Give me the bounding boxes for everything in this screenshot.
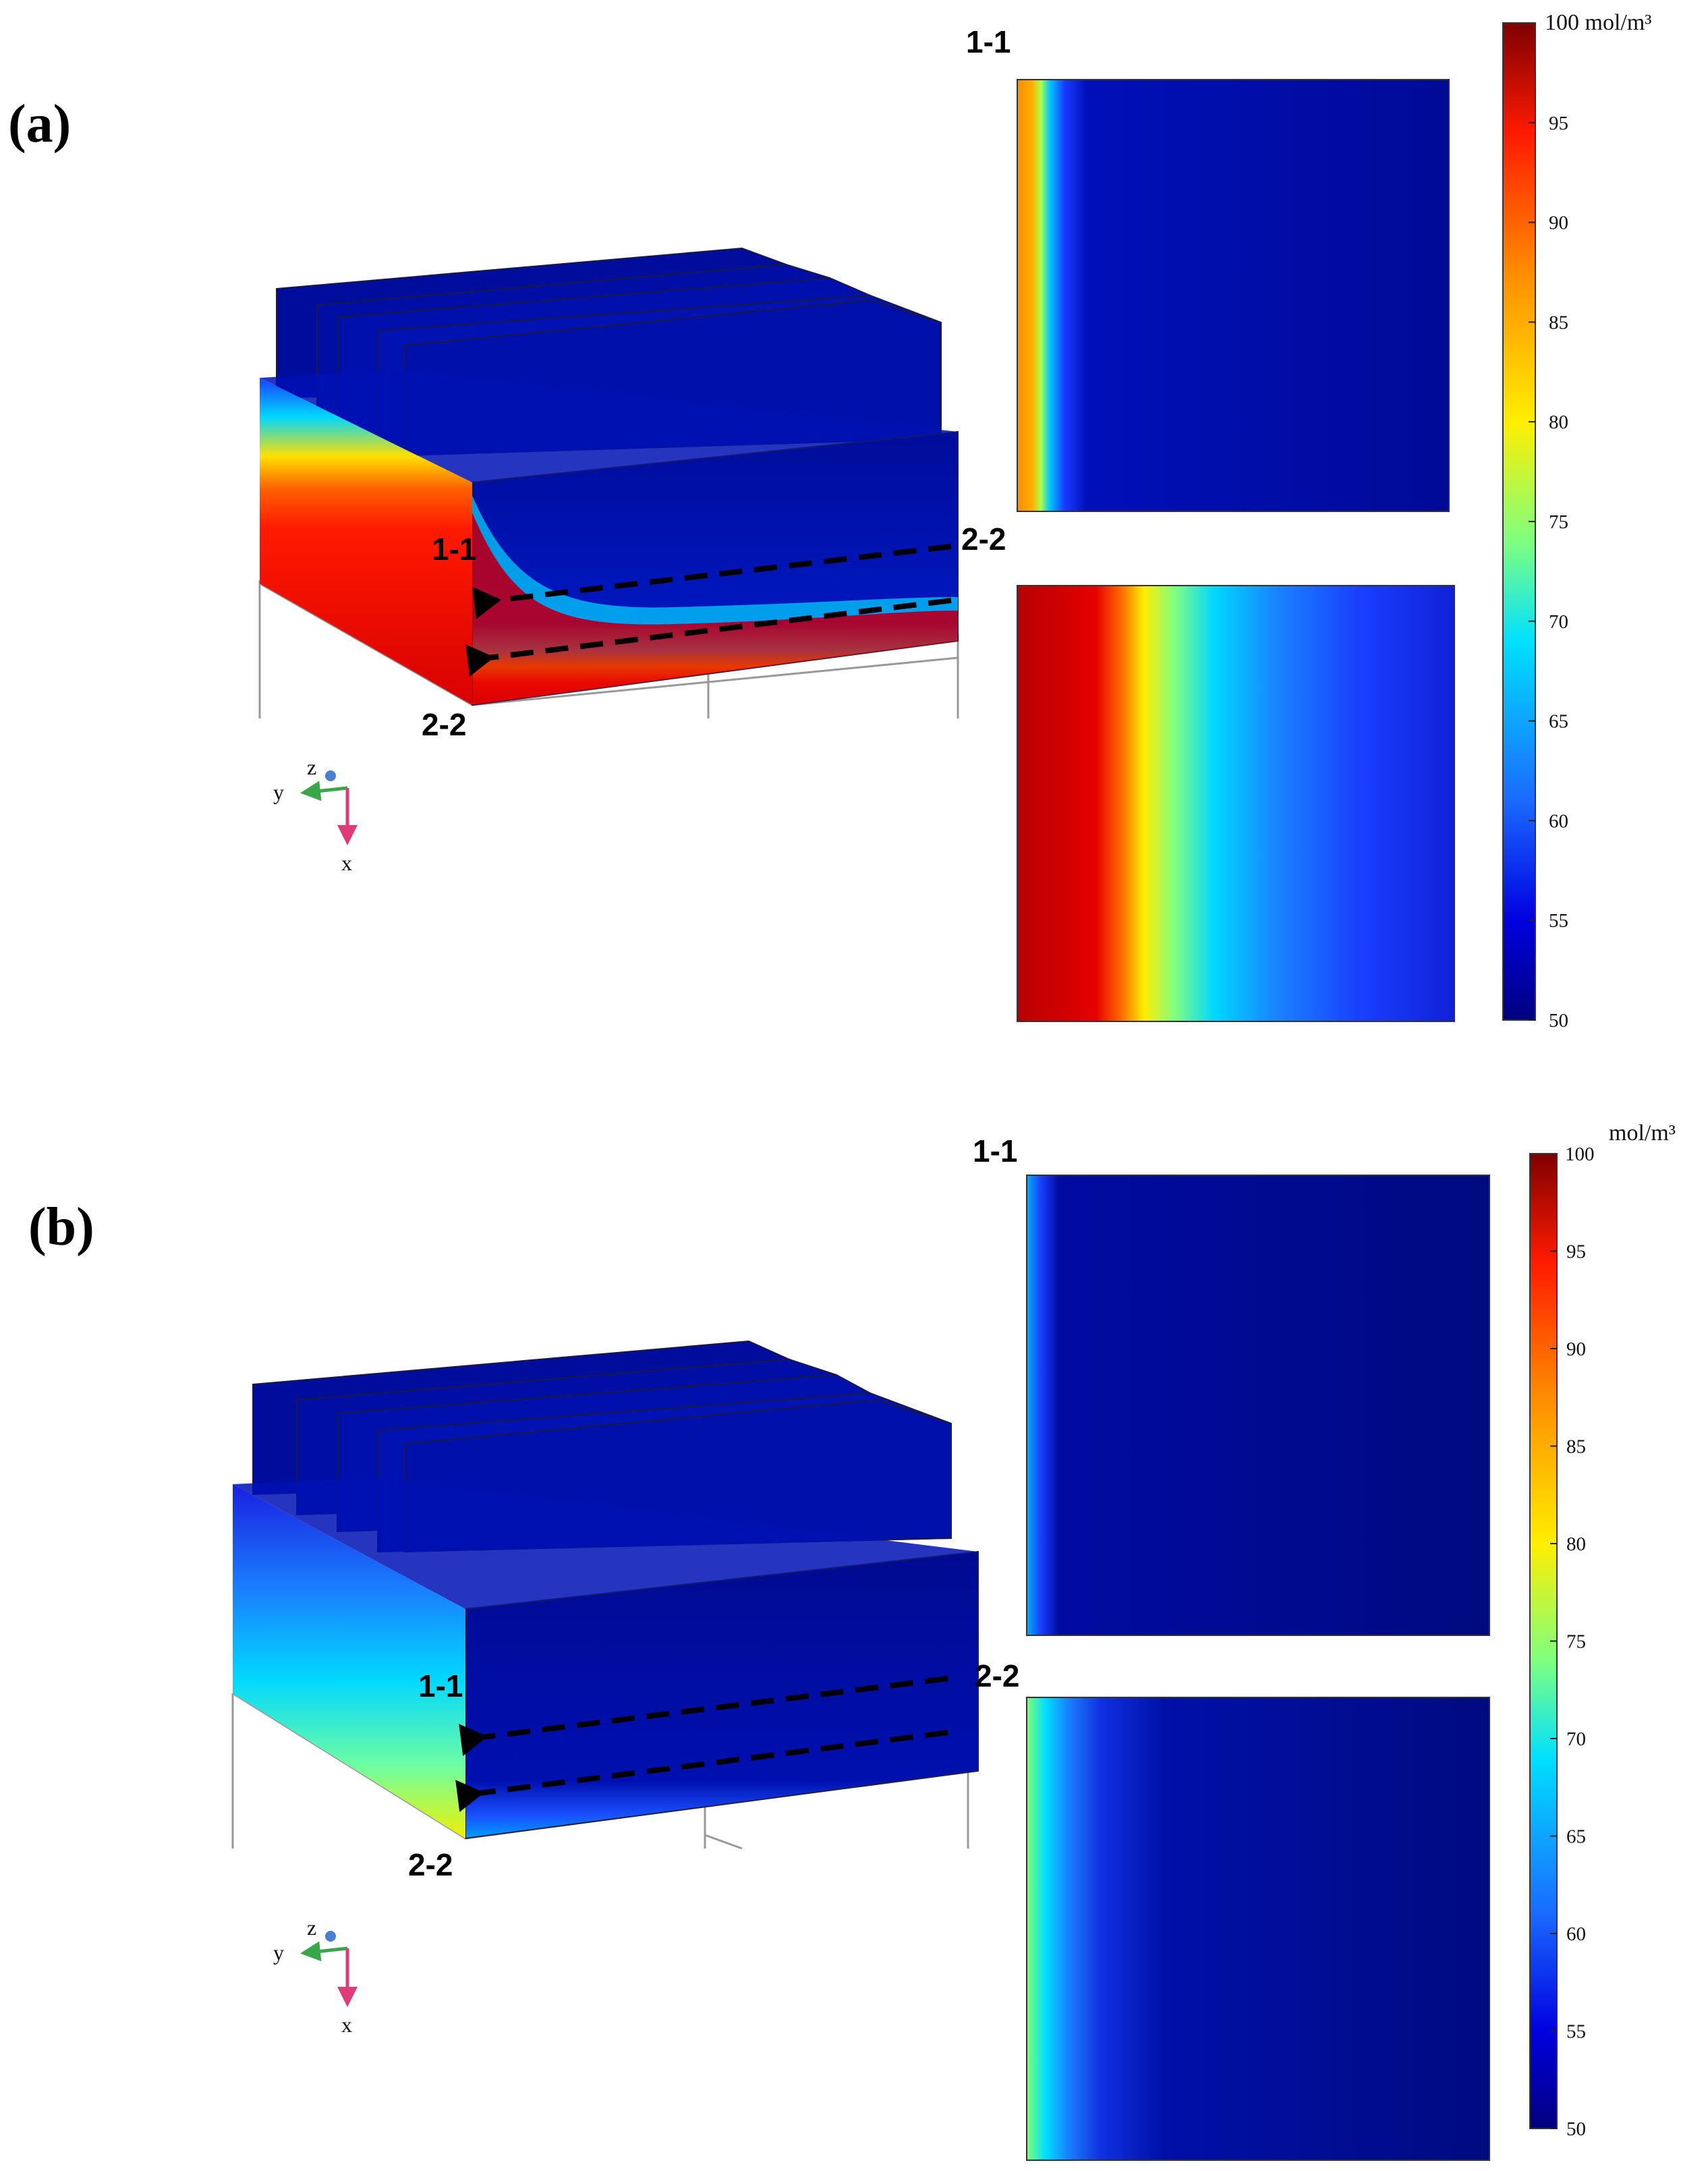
panel-a-colorbar-tick-label: 65 <box>1549 711 1568 733</box>
panel-b-colorbar-tick-label: 55 <box>1566 2021 1586 2043</box>
panel-b-front-face <box>233 1484 465 1838</box>
panel-b-colorbar-tick-label: 90 <box>1566 1338 1586 1360</box>
panel-a: (a) <box>8 10 1651 1032</box>
panel-a-y-axis-label: y <box>273 780 284 804</box>
panel-a-colorbar-top-label: 100 mol/m³ <box>1545 10 1651 35</box>
panel-a-model-label-2-2-bottom: 2-2 <box>422 707 466 742</box>
panel-a-front-face <box>260 378 472 705</box>
panel-b-z-axis-label: z <box>307 1915 316 1940</box>
panel-a-section-1-1-plot <box>1017 79 1450 512</box>
panel-a-colorbar-tick-label: 50 <box>1549 1010 1568 1032</box>
panel-a-section-2-2-plot <box>1017 585 1455 1022</box>
panel-a-section-1-1-title: 1-1 <box>966 24 1010 59</box>
panel-b-colorbar-tick-label: 85 <box>1566 1436 1586 1458</box>
panel-b-model-label-2-2-right: 2-2 <box>975 1658 1019 1693</box>
panel-a-flow-arrow-2-2 <box>465 598 952 677</box>
panel-b-model-label-1-1: 1-1 <box>418 1668 463 1703</box>
panel-a-3d-model: 1-1 2-2 2-2 <box>258 247 1006 742</box>
panel-b-section-1-1-title: 1-1 <box>973 1133 1017 1168</box>
panel-b-3d-model: 1-1 2-2 2-2 <box>231 1340 1019 1882</box>
panel-a-side-cyan-band <box>472 496 958 625</box>
panel-a-flow-arrow-1-1 <box>472 544 952 619</box>
panel-a-side-red-band <box>472 513 958 705</box>
panel-a-model-label-2-2-right: 2-2 <box>961 521 1006 557</box>
panel-b-colorbar-tick-label: 70 <box>1566 1728 1586 1750</box>
panel-a-colorbar-tick-label: 85 <box>1549 312 1568 333</box>
panel-a-colorbar: 100 mol/m³ 95 90 85 80 75 70 65 60 55 50 <box>1502 10 1651 1032</box>
panel-b-colorbar: 100 mol/m³ 95 90 85 80 75 70 65 60 55 50 <box>1529 1121 1676 2140</box>
panel-b-label: (b) <box>28 1197 94 1257</box>
panel-a-label: (a) <box>8 94 71 154</box>
panel-a-colorbar-ticks: 95 90 85 80 75 70 65 60 55 50 <box>1529 113 1568 1032</box>
panel-b-colorbar-tick-label: 50 <box>1566 2118 1586 2140</box>
panel-a-top-blocks <box>276 247 942 457</box>
panel-b-colorbar-top-label: 100 <box>1565 1144 1595 1165</box>
panel-b-flow-arrow-1-1 <box>459 1676 948 1756</box>
panel-b-section-2-2-plot <box>1026 1697 1490 2161</box>
panel-a-colorbar-tick-label: 90 <box>1549 213 1568 234</box>
panel-a-z-axis-dot <box>325 770 336 781</box>
panel-b-y-axis-label: y <box>273 1940 284 1965</box>
panel-a-colorbar-tick-label: 75 <box>1549 511 1568 533</box>
panel-a-colorbar-tick-label: 95 <box>1549 113 1568 134</box>
panel-a-colorbar-tick-label: 70 <box>1549 611 1568 633</box>
panel-a-colorbar-tick-label: 60 <box>1549 810 1568 832</box>
panel-a-colorbar-tick-label: 55 <box>1549 910 1568 932</box>
panel-b-x-axis-label: x <box>341 2012 352 2037</box>
panel-b-flow-arrow-2-2 <box>455 1730 948 1812</box>
panel-a-top-face <box>260 370 958 482</box>
panel-b-z-axis-dot <box>325 1931 336 1942</box>
panel-b-colorbar-tick-label: 65 <box>1566 1826 1586 1848</box>
panel-a-axes-triad: z y x <box>273 755 358 875</box>
panel-b-colorbar-tick-label: 60 <box>1566 1923 1586 1945</box>
panel-b: (b) 1-1 2-2 <box>28 1121 1676 2161</box>
panel-b-model-label-2-2-bottom: 2-2 <box>408 1847 453 1882</box>
panel-a-x-axis-label: x <box>341 851 352 875</box>
panel-b-colorbar-tick-label: 95 <box>1566 1241 1586 1263</box>
panel-a-z-axis-label: z <box>307 755 316 779</box>
panel-b-top-face <box>233 1477 978 1609</box>
panel-b-colorbar-tick-label: 80 <box>1566 1533 1586 1555</box>
panel-a-model-label-1-1: 1-1 <box>432 532 476 567</box>
panel-b-axes-triad: z y x <box>273 1915 358 2037</box>
panel-a-colorbar-tick-label: 80 <box>1549 412 1568 433</box>
panel-b-colorbar-unit: mol/m³ <box>1609 1121 1676 1146</box>
panel-b-colorbar-tick-label: 75 <box>1566 1631 1586 1653</box>
panel-b-colorbar-ticks: 95 90 85 80 75 70 65 60 55 50 <box>1550 1241 1586 2140</box>
panel-b-section-1-1-plot <box>1026 1175 1490 1636</box>
